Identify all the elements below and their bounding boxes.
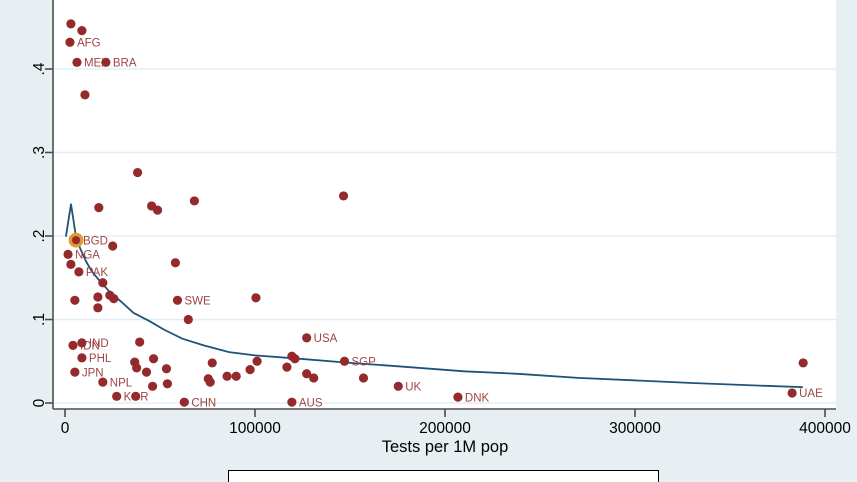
scatter-point [77,25,87,36]
scatter-point [68,340,78,350]
scatter-point [72,57,82,67]
scatter-point [338,191,349,201]
x-tick-label: 200000 [419,420,471,437]
scatter-point [252,356,262,366]
scatter-point [101,57,111,67]
scatter-point [162,379,173,389]
country-label: AFG [77,37,101,49]
scatter-point [152,205,163,215]
scatter-point [93,303,103,313]
scatter-point [787,388,797,398]
scatter-point [205,377,215,387]
scatter-point [302,369,312,379]
y-tick-label: .1 [31,313,48,326]
scatter-point [222,371,232,381]
y-tick-label: 0 [31,398,48,407]
fit-curve [65,203,804,388]
plot-region [53,0,836,409]
scatter-point [98,377,108,387]
scatter-point [189,196,199,206]
scatter-point [70,295,80,305]
scatter-point [131,391,141,401]
country-label: UAE [799,388,823,400]
scatter-point [148,354,159,364]
scatter-point [132,363,142,373]
country-label: BGD [83,235,108,247]
scatter-point [172,295,183,305]
x-tick-label: 100000 [229,420,281,437]
country-label: UK [405,382,421,394]
x-axis-title: Tests per 1M pop [381,438,509,456]
legend-box [228,470,659,482]
y-tick-label: .3 [31,146,48,159]
country-label: IND [89,338,109,350]
scatter-point [74,267,84,277]
scatter-point [77,338,87,348]
scatter-point [309,373,319,383]
country-label: NPL [110,377,133,389]
scatter-point [179,397,189,407]
scatter-point [339,356,350,366]
scatter-point [93,292,103,302]
country-label: JPN [82,367,104,379]
country-label: PAK [86,267,108,279]
scatter-point [282,362,292,372]
scatter-point [108,241,118,251]
country-label: SWE [184,295,211,307]
scatter-point [302,333,312,343]
scatter-point [112,391,122,401]
scatter-point [63,249,73,259]
scatter-point [393,381,403,391]
scatter-point [77,353,87,363]
scatter-point [170,258,180,268]
scatter-point [147,381,158,391]
country-label: USA [314,333,338,345]
scatter-point [141,367,152,377]
scatter-point [358,373,369,383]
x-tick-label: 0 [61,420,70,437]
scatter-point [94,203,104,213]
scatter-point [231,371,241,381]
scatter-point [71,236,81,245]
scatter-point [135,337,145,347]
scatter-point [109,294,119,304]
x-tick-label: 400000 [799,420,851,437]
scatter-point [80,90,90,100]
scatter-point [290,354,300,364]
country-label: DNK [465,392,490,404]
x-tick-label: 300000 [609,420,661,437]
scatter-point [798,358,808,368]
scatter-point [287,397,297,407]
country-label: NGA [75,250,100,262]
y-tick-label: .2 [31,230,48,243]
country-label: BRA [113,58,137,70]
y-tick-label: .4 [31,62,48,75]
scatter-point [453,392,463,402]
scatter-point [161,364,172,374]
scatter-point [245,365,255,375]
scatter-point [65,37,75,47]
scatter-point [251,293,261,303]
scatter-point [66,19,76,29]
scatter-point [132,167,143,178]
scatter-point [183,314,193,325]
country-label: CHN [191,397,216,409]
country-label: SGP [351,356,376,368]
country-label: PHL [89,353,112,365]
country-label: AUS [299,397,323,409]
scatter-point [70,367,80,377]
scatter-point [98,278,108,288]
scatter-point [66,259,76,269]
scatter-point [207,358,217,368]
